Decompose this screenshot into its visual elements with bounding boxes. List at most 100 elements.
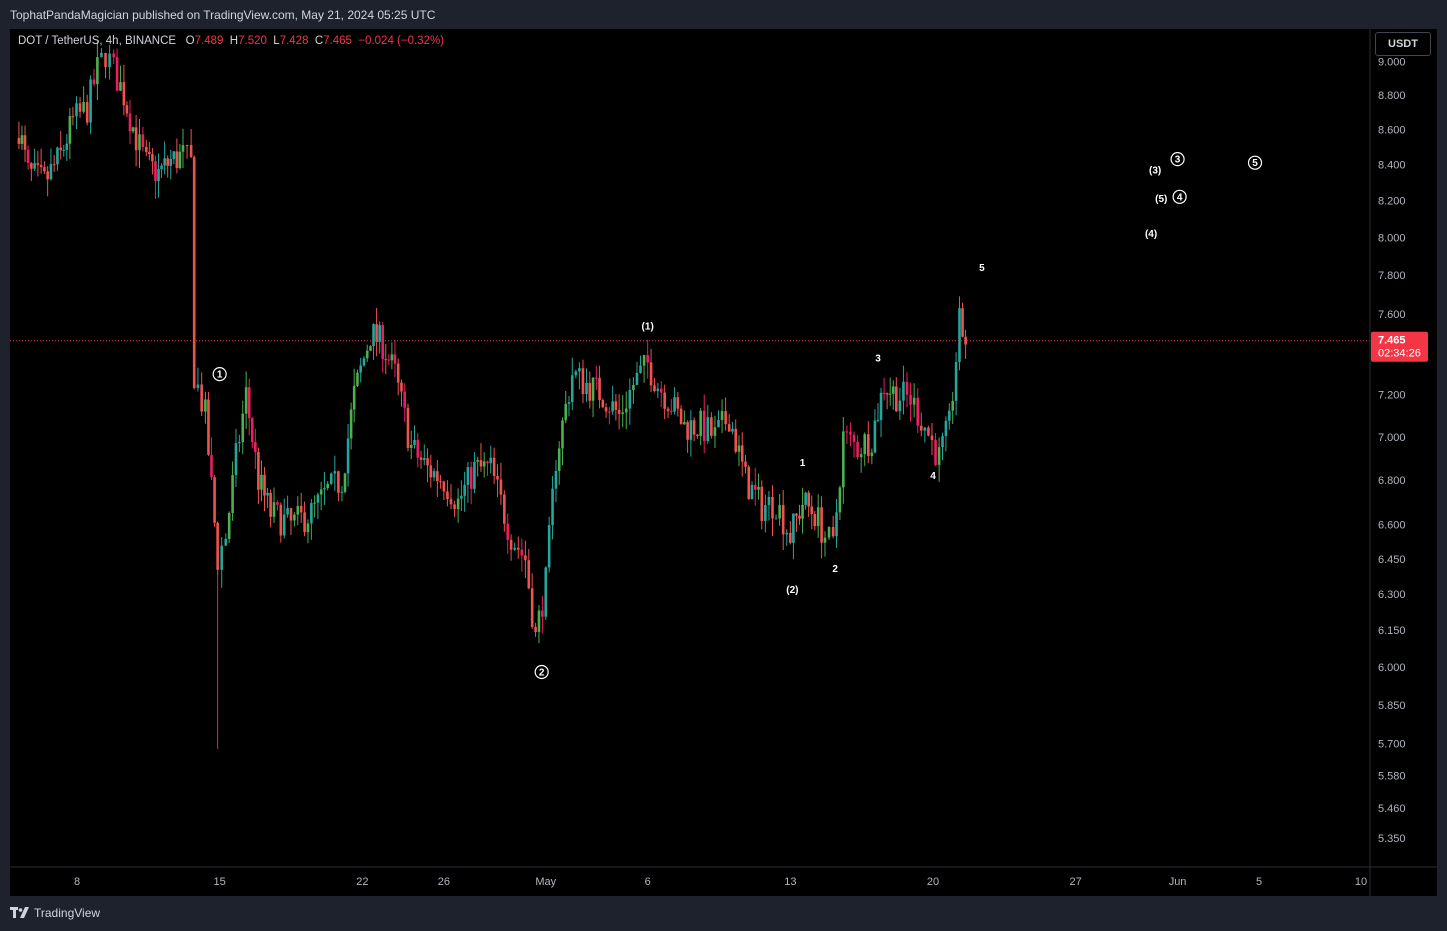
- chart-frame[interactable]: 1 2 3 4 5 (1) (2) (3) (4) (5) 1 2 3 4 5 9.000 8.800 8.60…: [10, 29, 1437, 896]
- tradingview-logo-icon: [10, 907, 29, 918]
- wave-label: 2: [832, 564, 838, 575]
- candle-body: [676, 397, 680, 409]
- candle-body: [231, 475, 234, 513]
- candle-body: [753, 484, 757, 490]
- y-tick-label: 8.400: [1378, 159, 1406, 171]
- candle-body: [453, 504, 456, 510]
- candle-body: [71, 116, 75, 118]
- y-tick-label: 6.800: [1378, 475, 1406, 487]
- candle-body: [895, 386, 898, 412]
- candle-body: [349, 409, 353, 439]
- candle-body: [247, 387, 251, 419]
- candle-body: [581, 368, 585, 395]
- candle-body: [62, 149, 66, 151]
- candle-body: [329, 473, 333, 484]
- candle-body: [393, 354, 397, 364]
- y-tick-label: 9.000: [1378, 56, 1406, 68]
- currency-button[interactable]: USDT: [1375, 32, 1431, 56]
- tradingview-logo[interactable]: TradingView: [10, 906, 100, 920]
- candle-body: [905, 381, 909, 395]
- y-tick-label: 7.000: [1378, 432, 1406, 444]
- candle-body: [185, 145, 189, 147]
- candle-body: [520, 549, 524, 556]
- candle-body: [254, 442, 257, 452]
- y-tick-label: 8.600: [1378, 124, 1406, 136]
- candle-body: [112, 53, 115, 58]
- x-tick-label: 13: [784, 876, 796, 888]
- candle-body: [744, 461, 747, 467]
- candle-body: [160, 165, 163, 170]
- candle-body: [679, 408, 683, 425]
- open-label: O: [185, 35, 195, 47]
- candle-body: [747, 466, 751, 500]
- candle-body: [196, 384, 200, 388]
- candle-body: [432, 471, 436, 478]
- candle-body: [416, 439, 420, 458]
- candle-body: [807, 492, 810, 507]
- candle-body: [859, 454, 863, 458]
- candle-body: [489, 457, 493, 464]
- y-tick-label: 5.700: [1378, 739, 1406, 751]
- candle-body: [224, 538, 228, 546]
- candle-body: [557, 448, 561, 471]
- candle-body: [624, 408, 628, 413]
- candle-body: [263, 474, 266, 496]
- candle-body: [346, 438, 350, 474]
- candle-body: [635, 372, 639, 385]
- candle-body: [396, 363, 400, 383]
- candle-body: [737, 445, 741, 452]
- candle-body: [326, 483, 329, 489]
- candle-body: [181, 145, 185, 152]
- candle-body: [426, 458, 429, 466]
- price-tag-countdown: 02:34:26: [1378, 348, 1421, 360]
- x-tick-label: Jun: [1169, 876, 1187, 888]
- candle-body: [469, 467, 473, 489]
- wave-label-circle: [212, 367, 227, 382]
- candle-body: [293, 514, 296, 521]
- candle-body: [740, 445, 744, 462]
- candle-body: [527, 560, 531, 589]
- candle-body: [961, 308, 964, 337]
- candle-body: [621, 412, 624, 414]
- candle-body: [359, 365, 363, 373]
- candle-body: [689, 420, 693, 440]
- candle-body: [134, 127, 138, 151]
- wave-label-layer: 1 2 3 4 5 (1) (2) (3) (4) (5) 1 2 3 4 5: [212, 152, 1263, 680]
- candle-body: [30, 163, 33, 169]
- candle-body: [516, 547, 520, 550]
- candle-body: [279, 504, 283, 536]
- candle-body: [476, 460, 479, 462]
- candle-body: [151, 154, 154, 162]
- candle-body: [595, 377, 598, 379]
- candle-body: [944, 420, 948, 437]
- price-chart[interactable]: 1 2 3 4 5 (1) (2) (3) (4) (5) 1 2 3 4 5 9.000 8.800 8.60…: [10, 29, 1437, 896]
- footer-bar: [0, 896, 1447, 931]
- candle-body: [100, 52, 103, 58]
- candle-body: [52, 164, 56, 166]
- candle-body: [213, 477, 216, 523]
- candle-body: [234, 443, 238, 476]
- candle-body: [33, 163, 36, 169]
- candle-body: [439, 481, 442, 483]
- candle-body: [49, 164, 53, 180]
- candle-body: [289, 508, 293, 521]
- candle-body: [92, 79, 96, 85]
- candle-body: [710, 417, 713, 436]
- candle-body: [561, 420, 564, 449]
- candle-body: [771, 497, 774, 519]
- symbol-label: DOT / TetherUS, 4h, BINANCE: [18, 35, 177, 47]
- candle-body: [276, 502, 279, 505]
- candle-body: [717, 419, 720, 428]
- candle-body: [115, 57, 119, 91]
- y-tick-label: 5.850: [1378, 700, 1406, 712]
- candle-body: [882, 392, 886, 394]
- candle-body: [713, 427, 717, 436]
- candle-body: [898, 400, 902, 412]
- candle-body: [227, 512, 231, 539]
- candle-body: [760, 486, 764, 521]
- y-tick-label: 6.300: [1378, 589, 1406, 601]
- candle-body: [863, 434, 867, 455]
- candle-body: [207, 399, 210, 455]
- candle-body: [547, 525, 551, 568]
- candle-body: [795, 513, 798, 516]
